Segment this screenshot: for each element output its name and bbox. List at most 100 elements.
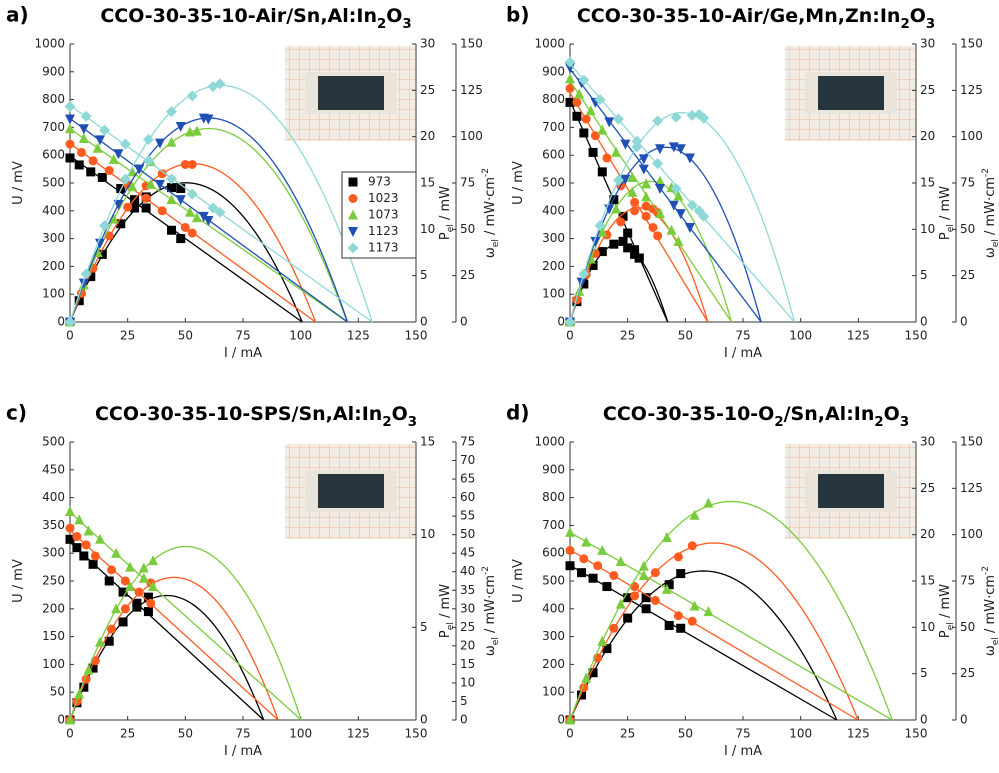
x-tick-label: 100 <box>289 329 312 343</box>
y3-tick-label: 25 <box>460 268 475 282</box>
y2-axis-label-part: el <box>446 224 456 232</box>
marker <box>623 613 633 623</box>
y-tick-label: 0 <box>557 713 565 727</box>
marker <box>143 592 153 602</box>
y3-tick-label: 25 <box>960 268 975 282</box>
y3-tick-label: 15 <box>460 657 475 671</box>
y3-axis-label-part: el <box>491 637 501 645</box>
marker <box>180 159 190 169</box>
marker <box>581 114 591 124</box>
marker <box>588 573 598 583</box>
marker <box>116 219 126 229</box>
marker <box>132 602 142 612</box>
marker <box>186 90 198 102</box>
marker <box>111 547 122 558</box>
marker <box>630 582 640 592</box>
marker <box>579 279 589 289</box>
chart-title: CCO-30-35-10-O2/Sn,Al:In2O3 <box>603 403 909 430</box>
y-tick-label: 250 <box>42 574 65 588</box>
y3-tick-label: 0 <box>460 315 468 329</box>
y3-axis-label-part: -2 <box>981 168 991 177</box>
x-axis-label-part: I / mA <box>724 346 762 361</box>
power-fit <box>69 127 348 323</box>
y3-axis-label-part: -2 <box>481 168 491 177</box>
iv-fit <box>569 564 838 721</box>
marker <box>641 178 652 189</box>
marker <box>94 533 105 544</box>
marker <box>166 136 177 147</box>
y3-tick-label: 125 <box>960 83 983 97</box>
x-tick-label: 25 <box>120 329 135 343</box>
marker <box>138 562 149 573</box>
y3-tick-label: 125 <box>960 481 983 495</box>
marker <box>602 153 612 163</box>
y-tick-label: 1000 <box>534 37 565 51</box>
marker <box>134 164 145 175</box>
marker <box>180 222 190 232</box>
x-tick-label: 125 <box>347 727 370 741</box>
marker <box>74 160 84 170</box>
marker <box>687 616 697 626</box>
y2-axis-label-part: P <box>938 630 953 638</box>
y3-tick-label: 50 <box>460 222 475 236</box>
y-tick-label: 200 <box>42 259 65 273</box>
marker <box>648 222 658 232</box>
x-tick-label: 50 <box>678 329 693 343</box>
marker <box>146 598 156 608</box>
y3-tick-label: 75 <box>460 176 475 190</box>
marker <box>673 552 683 562</box>
y2-tick-label: 5 <box>420 268 428 282</box>
y2-axis-label-part: P <box>938 232 953 240</box>
y-tick-label: 0 <box>57 315 65 329</box>
y2-axis-label-part: P <box>438 630 453 638</box>
marker <box>143 607 153 617</box>
y2-tick-label: 15 <box>420 176 435 190</box>
marker <box>165 173 177 185</box>
marker <box>661 583 672 594</box>
marker <box>108 213 119 224</box>
marker <box>65 534 75 544</box>
y-tick-label: 100 <box>42 287 65 301</box>
marker <box>80 268 92 280</box>
marker <box>611 146 622 157</box>
x-tick-label: 25 <box>120 727 135 741</box>
marker <box>175 121 186 132</box>
y2-tick-label: 15 <box>920 176 935 190</box>
power-fit <box>569 570 838 721</box>
marker <box>191 125 202 136</box>
marker <box>652 115 664 127</box>
chart-title-part: O <box>910 5 926 27</box>
y-tick-label: 50 <box>50 685 65 699</box>
y3-tick-label: 50 <box>960 620 975 634</box>
chart-title-part: CCO-30-35-10-Air/Ge,Mn,Zn:In <box>577 5 901 27</box>
y-tick-label: 200 <box>42 601 65 615</box>
marker <box>157 169 167 179</box>
marker <box>631 141 643 153</box>
marker <box>609 570 619 580</box>
marker <box>86 272 96 282</box>
marker <box>602 644 612 654</box>
chart-title-part: 2 <box>774 415 783 430</box>
marker <box>572 111 582 121</box>
y3-axis-label-part: ω <box>983 645 998 656</box>
y3-tick-label: 70 <box>460 453 475 467</box>
x-axis-label: I / mA <box>724 346 762 361</box>
marker <box>565 526 575 537</box>
y3-axis-label-part: el <box>991 637 999 645</box>
x-tick-label: 50 <box>178 727 193 741</box>
marker <box>572 97 582 107</box>
marker <box>689 509 700 520</box>
marker <box>104 165 114 175</box>
y-axis-label: U / mV <box>11 559 26 603</box>
y2-tick-label: 0 <box>420 315 428 329</box>
marker <box>670 111 682 123</box>
legend-label: 1023 <box>368 191 399 205</box>
marker <box>165 106 177 118</box>
y2-tick-label: 20 <box>920 527 935 541</box>
y-tick-label: 0 <box>557 315 565 329</box>
y-tick-label: 700 <box>542 120 565 134</box>
x-tick-label: 75 <box>735 329 750 343</box>
marker <box>641 593 651 603</box>
y-tick-label: 400 <box>542 203 565 217</box>
y3-axis-label-part: -2 <box>981 566 991 575</box>
